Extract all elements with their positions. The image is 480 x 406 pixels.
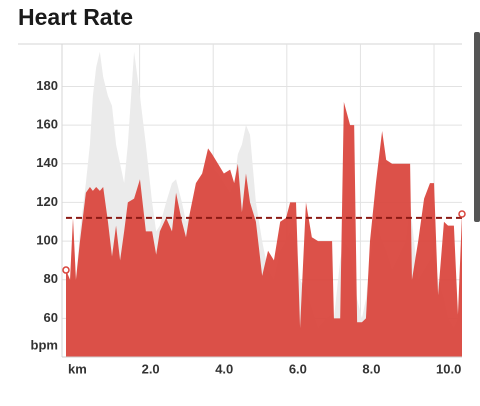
end-marker <box>62 266 70 274</box>
x-tick-label: 8.0 <box>362 361 380 376</box>
end-marker <box>458 210 466 218</box>
x-unit: km <box>68 361 87 376</box>
area <box>66 101 462 358</box>
x-tick-label: 6.0 <box>289 361 307 376</box>
x-tick-label: 2.0 <box>142 361 160 376</box>
y-tick-label: 120 <box>36 194 58 209</box>
y-tick-label: 160 <box>36 117 58 132</box>
y-unit: bpm <box>31 337 58 352</box>
y-tick-label: 180 <box>36 78 58 93</box>
y-tick-label: 140 <box>36 155 58 170</box>
x-tick-label: 4.0 <box>215 361 233 376</box>
chart-title: Heart Rate <box>18 4 133 30</box>
y-tick-label: 60 <box>44 310 58 325</box>
y-tick-label: 100 <box>36 233 58 248</box>
y-tick-label: 80 <box>44 271 58 286</box>
scrollbar <box>474 32 480 222</box>
x-tick-label: 10.0 <box>436 361 461 376</box>
